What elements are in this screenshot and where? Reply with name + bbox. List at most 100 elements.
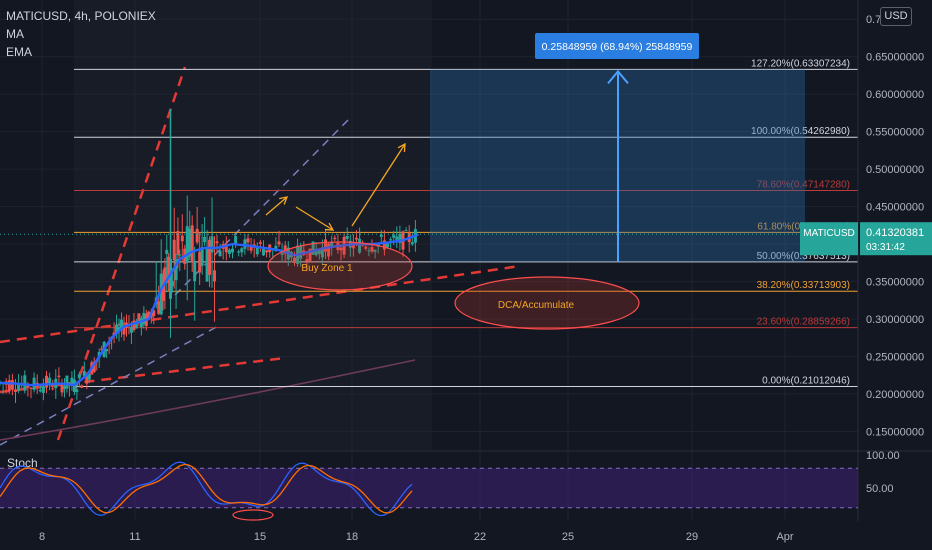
candle-body (82, 371, 86, 377)
candle-body (262, 248, 265, 256)
candle-body (277, 241, 281, 245)
last-price-symbol: MATICUSD (803, 228, 854, 239)
candle-body (265, 250, 269, 253)
candle-body (320, 247, 324, 258)
candle-body (218, 250, 222, 257)
last-price-value: 0.41320381 (866, 227, 924, 239)
candle-body (398, 233, 402, 243)
candle-body (159, 273, 163, 315)
stoch-band (0, 468, 858, 508)
candle-body (100, 348, 104, 351)
x-tick-label: 15 (254, 531, 266, 543)
candle-body (157, 301, 161, 314)
candle-body (193, 260, 197, 282)
candle-body (330, 242, 334, 247)
candle-body (57, 375, 61, 377)
projection-box[interactable]: 0.25848959 (68.94%) 25848959 (430, 33, 805, 262)
candle-body (327, 243, 331, 257)
y-tick-label: 0.15000000 (866, 427, 924, 439)
candle-body (258, 242, 262, 244)
candle-body (165, 249, 169, 254)
y-tick-label: 0.25000000 (866, 352, 924, 364)
candle-body (167, 256, 171, 284)
y-tick-label: 0.30000000 (866, 314, 924, 326)
candle-body (213, 270, 217, 282)
candle-body (142, 312, 146, 325)
candle-body (134, 322, 138, 329)
candle-body (117, 327, 121, 332)
candle-body (147, 311, 151, 318)
indicator-ema-label[interactable]: EMA (6, 45, 33, 59)
stoch-oversold-marker (232, 509, 274, 521)
y-tick-label: 0.45000000 (866, 202, 924, 214)
candle-body (308, 248, 312, 261)
candle-body (14, 389, 17, 392)
price-axis[interactable]: 0.15000000 0.20000000 0.25000000 0.30000000… (0, 0, 932, 521)
stoch-y-tick: 50.00 (866, 483, 894, 495)
candle-body (237, 251, 241, 253)
time-axis[interactable]: 8 11 15 18 22 25 29 Apr (39, 531, 794, 543)
candle-body (395, 236, 399, 240)
projection-arrowhead (607, 69, 629, 85)
candle-body (208, 239, 212, 275)
last-price-box (860, 222, 932, 256)
candle-body (132, 320, 136, 331)
candle-body (283, 245, 287, 254)
fib-level-label: 23.60%(0.28859266) (757, 317, 850, 328)
x-tick-label: 29 (686, 531, 698, 543)
candle-body (38, 389, 42, 392)
candle-body (367, 250, 371, 252)
candle-body (92, 361, 96, 372)
candle-body (174, 259, 178, 281)
candle-body (129, 326, 133, 333)
candle-body (227, 249, 231, 254)
fib-retracement[interactable]: 127.20%(0.63307234) 100.00%(0.54262980) 78… (74, 58, 858, 387)
stoch-y-tick: 100.00 (866, 450, 900, 462)
candle-body (190, 225, 194, 263)
stoch-pane[interactable]: Stoch 100.00 50.00 (0, 450, 932, 521)
trendline-lower (0, 356, 286, 394)
fib-level-label: 38.20%(0.33713903) (757, 280, 850, 291)
candle-body (87, 374, 91, 380)
candle-body (60, 382, 64, 393)
y-tick-label: 0.20000000 (866, 389, 924, 401)
candle-body (62, 385, 66, 390)
candle-body (243, 239, 247, 249)
x-tick-label: 22 (474, 531, 486, 543)
candle-body (152, 310, 156, 316)
y-tick-label: 0.55000000 (866, 127, 924, 139)
candle-body (370, 247, 374, 252)
candle-body (240, 248, 244, 253)
candle-body (333, 237, 337, 240)
candle-body (188, 228, 192, 257)
candle-body (364, 246, 368, 249)
candle-body (48, 377, 52, 386)
candle-body (305, 259, 309, 262)
dca-label: DCA/Accumulate (498, 300, 575, 311)
candle-body (105, 348, 109, 352)
candle-body (311, 241, 315, 255)
y-tick-label: 0.7 (866, 14, 881, 26)
candle-body (255, 247, 259, 255)
fib-level-label: 78.60%(0.47147280) (757, 180, 850, 191)
candle-body (41, 386, 45, 393)
measure-label: 0.25848959 (68.94%) 25848959 (542, 41, 693, 53)
candle-body (389, 239, 393, 241)
candles (0, 109, 417, 403)
candle-body (137, 313, 141, 322)
x-tick-label: 11 (129, 531, 140, 543)
arrowhead (397, 142, 406, 153)
fib-level-label: 127.20%(0.63307234) (751, 58, 850, 69)
indicator-ma-label[interactable]: MA (6, 27, 24, 41)
candle-body (120, 319, 124, 328)
candle-body (215, 241, 219, 244)
trendline-upper (0, 264, 521, 344)
candle-body (176, 230, 180, 255)
ema-line (0, 233, 419, 387)
candle-body (75, 389, 79, 392)
arrowhead (324, 222, 335, 231)
currency-button[interactable]: USD (880, 7, 912, 26)
x-tick-label: 25 (562, 531, 574, 543)
candle-body (231, 248, 234, 253)
